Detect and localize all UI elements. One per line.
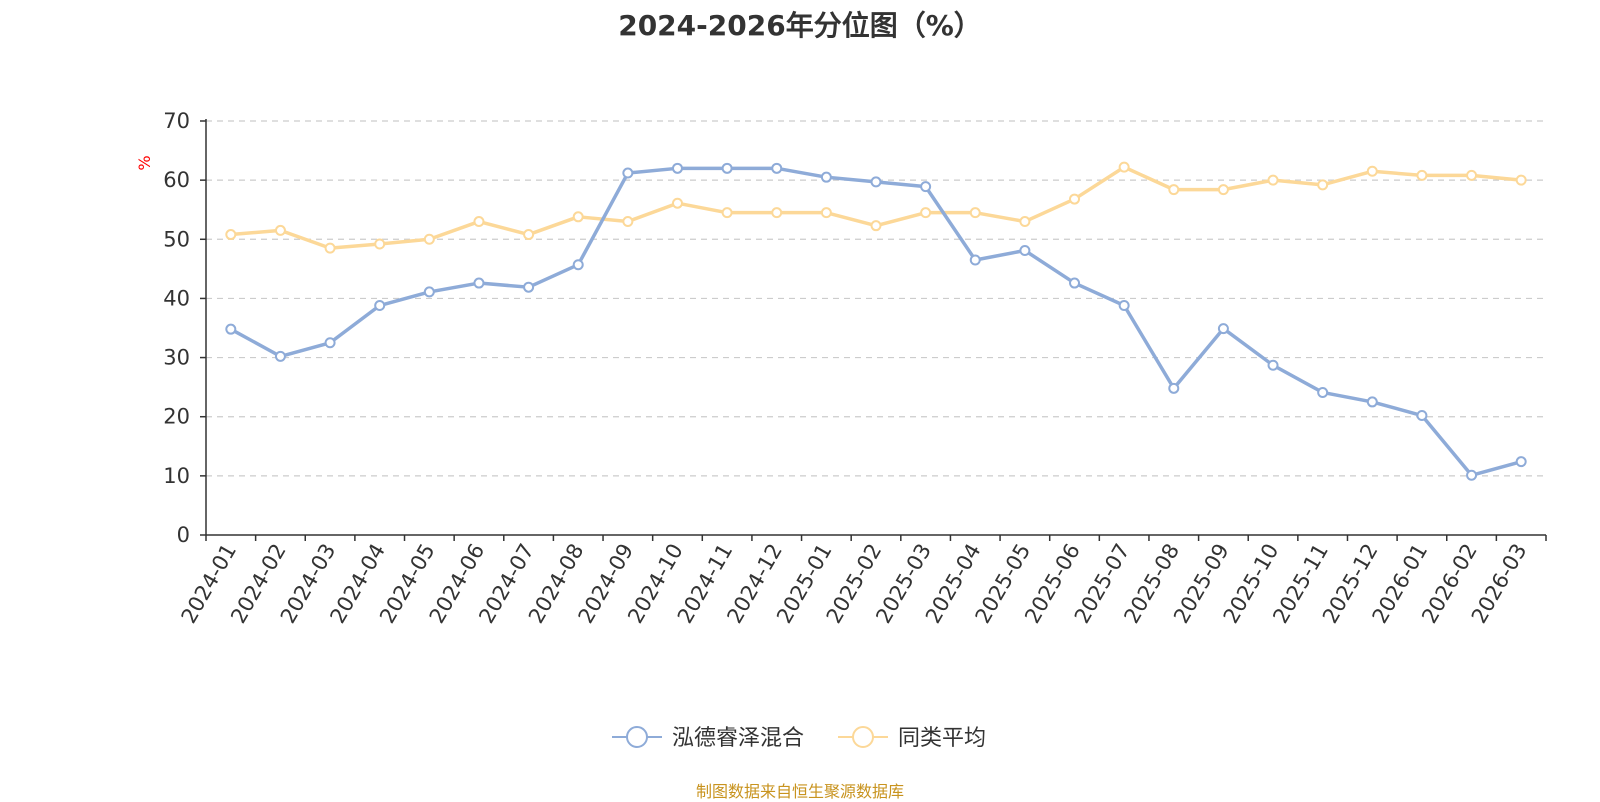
series-0	[225, 162, 1527, 481]
data-point[interactable]	[473, 277, 485, 289]
data-point[interactable]	[1069, 193, 1081, 205]
data-point[interactable]	[1267, 174, 1279, 186]
y-tick-label: 40	[163, 286, 190, 310]
data-point[interactable]	[1515, 174, 1527, 186]
series-1	[225, 161, 1527, 254]
data-point[interactable]	[1515, 456, 1527, 468]
series-line	[229, 166, 1522, 478]
data-point[interactable]	[721, 162, 733, 174]
data-point[interactable]	[324, 242, 336, 254]
legend-marker	[626, 726, 648, 748]
data-point[interactable]	[1019, 216, 1031, 228]
data-point[interactable]	[1267, 359, 1279, 371]
data-point[interactable]	[1118, 161, 1130, 173]
data-point[interactable]	[969, 207, 981, 219]
legend-label: 泓德睿泽混合	[672, 726, 804, 751]
data-point[interactable]	[324, 337, 336, 349]
data-point[interactable]	[820, 171, 832, 183]
data-point[interactable]	[1366, 396, 1378, 408]
data-point[interactable]	[225, 229, 237, 241]
data-point[interactable]	[572, 259, 584, 271]
legend-label: 同类平均	[898, 726, 986, 751]
data-point[interactable]	[1317, 386, 1329, 398]
source-note: 制图数据来自恒生聚源数据库	[695, 782, 904, 801]
data-point[interactable]	[969, 254, 981, 266]
data-point[interactable]	[622, 216, 634, 228]
data-point[interactable]	[820, 207, 832, 219]
data-point[interactable]	[1317, 179, 1329, 191]
data-point[interactable]	[572, 211, 584, 223]
data-point[interactable]	[622, 167, 634, 179]
y-tick-label: 30	[163, 346, 190, 370]
data-point[interactable]	[1466, 469, 1478, 481]
data-point[interactable]	[1416, 169, 1428, 181]
data-point[interactable]	[671, 162, 683, 174]
series-lines	[225, 161, 1527, 481]
legend-marker	[852, 726, 874, 748]
x-axis-ticks: 2024-012024-022024-032024-042024-052024-…	[176, 535, 1547, 627]
legend-item-1[interactable]: 同类平均	[838, 726, 986, 751]
data-point[interactable]	[1118, 300, 1130, 312]
data-point[interactable]	[771, 162, 783, 174]
data-point[interactable]	[473, 216, 485, 228]
legend-item-0[interactable]: 泓德睿泽混合	[612, 726, 804, 751]
data-point[interactable]	[870, 176, 882, 188]
y-tick-label: 0	[177, 523, 190, 547]
data-point[interactable]	[771, 207, 783, 219]
y-tick-label: 20	[163, 405, 190, 429]
y-tick-label: 10	[163, 464, 190, 488]
legend: 泓德睿泽混合 同类平均	[612, 726, 986, 751]
data-point[interactable]	[274, 224, 286, 236]
data-point[interactable]	[423, 233, 435, 245]
data-point[interactable]	[523, 281, 535, 293]
y-axis-ticks: 0 10 20 30 40 50 60 70	[163, 109, 206, 547]
data-point[interactable]	[920, 181, 932, 193]
y-tick-label: 60	[163, 168, 190, 192]
data-point[interactable]	[721, 207, 733, 219]
y-tick-label: 50	[163, 227, 190, 251]
data-point[interactable]	[920, 207, 932, 219]
data-point[interactable]	[1416, 410, 1428, 422]
axes	[205, 119, 1546, 536]
data-point[interactable]	[1217, 184, 1229, 196]
y-axis-label: %	[135, 155, 154, 170]
data-point[interactable]	[1019, 245, 1031, 257]
data-point[interactable]	[1168, 382, 1180, 394]
data-point[interactable]	[671, 197, 683, 209]
data-point[interactable]	[225, 323, 237, 335]
data-point[interactable]	[1366, 165, 1378, 177]
data-point[interactable]	[374, 300, 386, 312]
data-point[interactable]	[523, 229, 535, 241]
data-point[interactable]	[423, 286, 435, 298]
chart-title: 2024-2026年分位图（%）	[618, 9, 982, 42]
data-point[interactable]	[374, 238, 386, 250]
data-point[interactable]	[1168, 184, 1180, 196]
data-point[interactable]	[870, 220, 882, 232]
data-point[interactable]	[1466, 169, 1478, 181]
data-point[interactable]	[274, 350, 286, 362]
y-tick-label: 70	[163, 109, 190, 133]
data-point[interactable]	[1069, 277, 1081, 289]
data-point[interactable]	[1217, 323, 1229, 335]
